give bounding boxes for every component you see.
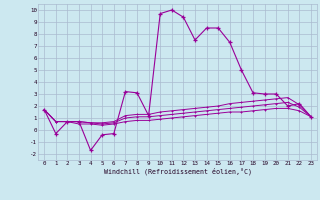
X-axis label: Windchill (Refroidissement éolien,°C): Windchill (Refroidissement éolien,°C) — [104, 168, 252, 175]
